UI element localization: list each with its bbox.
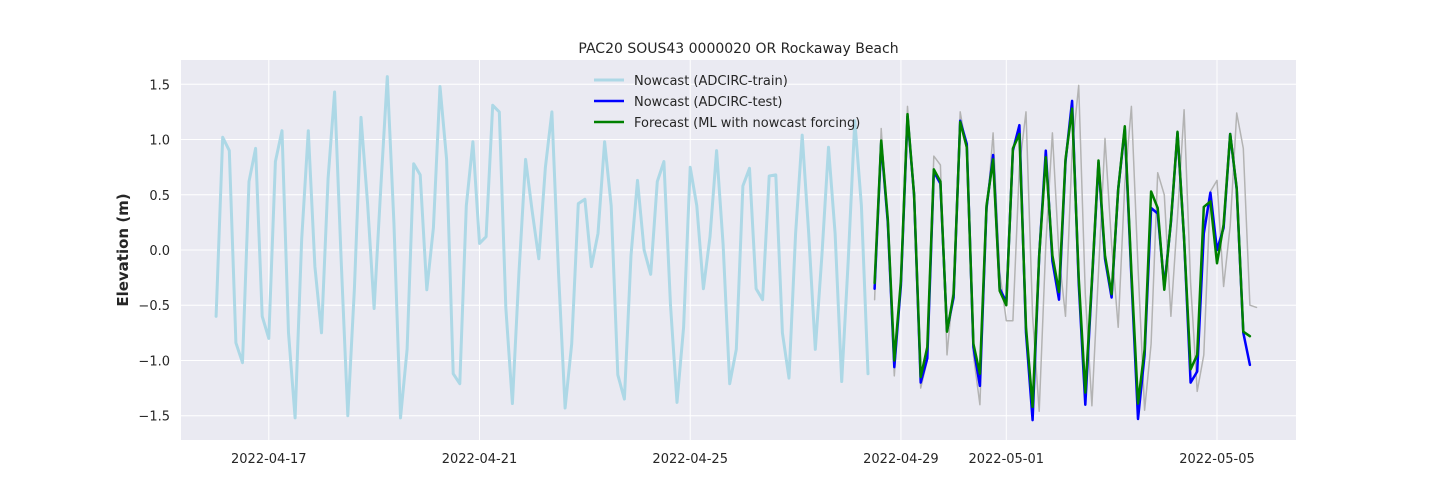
y-tick-label: −1.5 [138, 410, 170, 425]
x-tick-label: 2022-05-01 [968, 452, 1044, 467]
x-tick-label: 2022-04-29 [863, 452, 939, 467]
x-tick-label: 2022-04-25 [652, 452, 728, 467]
legend-label: Forecast (ML with nowcast forcing) [634, 116, 860, 131]
series-line-nowcast-adcirc-train [214, 75, 870, 420]
y-tick-label: −0.5 [138, 299, 170, 314]
series-lines [214, 75, 1258, 422]
y-tick-label: 0.0 [149, 244, 170, 259]
x-tick-label: 2022-05-05 [1179, 452, 1255, 467]
y-axis-label: Elevation (m) [114, 193, 132, 306]
series-line-forecast-ml-with-nowcast-forcing [873, 107, 1252, 409]
y-tick-label: 1.0 [149, 134, 170, 149]
y-tick-label: 1.5 [149, 78, 170, 93]
legend-label: Nowcast (ADCIRC-test) [634, 95, 783, 110]
legend: Nowcast (ADCIRC-train) Nowcast (ADCIRC-te… [594, 74, 860, 131]
legend-label: Nowcast (ADCIRC-train) [634, 74, 788, 89]
y-tick-label: −1.0 [138, 354, 170, 369]
axis-ticks: 2022-04-17 2022-04-21 2022-04-25 2022-04-29… [138, 78, 1254, 467]
x-tick-label: 2022-04-21 [442, 452, 518, 467]
y-tick-label: 0.5 [149, 189, 170, 204]
chart-title: PAC20 SOUS43 0000020 OR Rockaway Beach [578, 41, 898, 57]
series-line-observed [873, 84, 1258, 413]
x-tick-label: 2022-04-17 [231, 452, 307, 467]
